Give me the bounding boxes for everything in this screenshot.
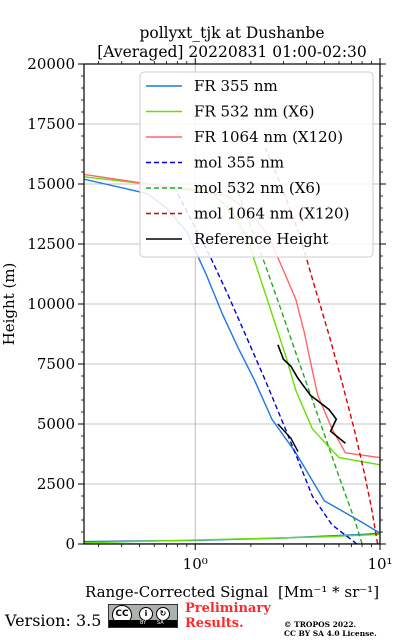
legend-label: Reference Height (194, 230, 328, 248)
y-tick-label: 5000 (37, 415, 75, 433)
series-line (264, 147, 379, 544)
legend-label: mol 532 nm (X6) (194, 179, 321, 197)
legend-label: mol 1064 nm (X120) (194, 205, 349, 223)
version-label: Version: 3.5 (5, 611, 102, 630)
license-line2: CC BY SA 4.0 License. (284, 629, 377, 638)
chart-subtitle: [Averaged] 20220831 01:00-02:30 (97, 43, 367, 61)
x-tick-label: 10⁰ (183, 555, 208, 573)
y-tick-label: 17500 (27, 115, 75, 133)
y-tick-label: 20000 (27, 55, 75, 73)
cc-license-badge[interactable]: CC i ↻ BY SA (108, 604, 178, 628)
preliminary-line2: Results. (185, 616, 244, 631)
y-tick-label: 7500 (37, 355, 75, 373)
license-text: © TROPOS 2022. CC BY SA 4.0 License. (284, 620, 377, 638)
legend-box (139, 71, 374, 258)
legend: FR 355 nm FR 532 nm (X6) FR 1064 nm (X120)… (139, 71, 374, 258)
x-axis-label: Range-Corrected Signal [Mm⁻¹ * sr⁻¹] (85, 583, 379, 601)
by-icon: i (139, 607, 153, 621)
y-tick-label: 12500 (27, 235, 75, 253)
legend-label: FR 1064 nm (X120) (194, 128, 343, 146)
x-axis-label-unit: [Mm⁻¹ * sr⁻¹] (278, 583, 379, 601)
y-tick-label: 0 (65, 535, 75, 553)
cc-sa-text: SA (157, 620, 164, 626)
legend-label: mol 355 nm (194, 154, 284, 172)
y-axis-label: Height (m) (0, 263, 18, 346)
sa-icon: ↻ (156, 607, 170, 621)
axis-ticks: 0 2500 5000 7500 10000 12500 15000 17500 20000 10… (27, 55, 392, 573)
preliminary-line1: Preliminary (185, 601, 271, 616)
y-tick-label: 2500 (37, 475, 75, 493)
x-tick-label: 10¹ (367, 555, 392, 573)
x-axis-label-text: Range-Corrected Signal (85, 583, 268, 601)
y-tick-label: 15000 (27, 175, 75, 193)
y-tick-label: 10000 (27, 295, 75, 313)
license-line1: © TROPOS 2022. (284, 620, 357, 629)
cc-by-text: BY (140, 620, 147, 626)
series-line (277, 423, 299, 452)
cc-strip: BY SA (109, 620, 177, 627)
legend-label: FR 532 nm (X6) (194, 103, 314, 121)
reference-height-line (277, 344, 346, 444)
chart-title: pollyxt_tjk at Dushanbe (139, 24, 324, 42)
preliminary-notice: Preliminary Results. (185, 601, 271, 631)
legend-label: FR 355 nm (194, 77, 278, 95)
